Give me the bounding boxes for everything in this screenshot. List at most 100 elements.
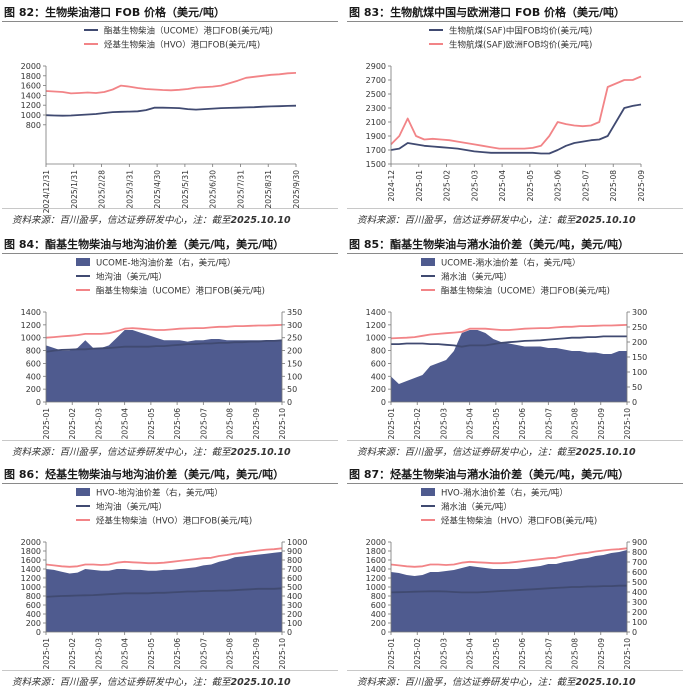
x-tick-label: 2025-03 bbox=[470, 170, 479, 202]
x-tick-label: 2025-06 bbox=[554, 170, 563, 202]
y-tick-label: 1200 bbox=[366, 321, 386, 330]
y2-tick-label: 100 bbox=[632, 368, 647, 377]
x-tick-label: 2025-04 bbox=[121, 408, 130, 440]
y-tick-label: 0 bbox=[36, 398, 41, 407]
figure-82-title: 图 82：生物柴油港口 FOB 价格（美元/吨） bbox=[4, 6, 226, 19]
y2-tick-label: 700 bbox=[632, 558, 647, 567]
y2-tick-label: 250 bbox=[287, 334, 302, 343]
y-tick-label: 0 bbox=[36, 628, 41, 637]
y-tick-label: 1600 bbox=[21, 82, 41, 91]
figure-83-panel: 图 83：生物航煤中国与欧洲港口 FOB 价格（美元/吨） 生物航煤(SAF)中… bbox=[345, 0, 685, 230]
y-tick-label: 2500 bbox=[366, 90, 386, 99]
y-tick-label: 1400 bbox=[21, 308, 41, 317]
title-divider bbox=[347, 253, 683, 254]
y2-tick-label: 800 bbox=[287, 556, 302, 565]
y-tick-label: 1800 bbox=[366, 547, 386, 556]
legend-label: 酯基生物柴油（UCOME）港口FOB(美元/吨) bbox=[104, 26, 273, 37]
y-tick-label: 1000 bbox=[366, 583, 386, 592]
legend-label: UCOME-潲水油价差（右，美元/吨） bbox=[441, 258, 580, 269]
y2-tick-label: 200 bbox=[632, 608, 647, 617]
y2-tick-label: 600 bbox=[287, 574, 302, 583]
x-tick-label: 2025/5/31 bbox=[181, 170, 190, 209]
y-tick-label: 200 bbox=[26, 619, 41, 628]
legend-label: 酯基生物柴油（UCOME）港口FOB(美元/吨) bbox=[441, 286, 610, 297]
legend-swatch bbox=[421, 258, 435, 266]
x-tick-label: 2025-10 bbox=[623, 638, 632, 670]
y-tick-label: 200 bbox=[371, 619, 386, 628]
y2-tick-label: 200 bbox=[287, 347, 302, 356]
y2-tick-label: 200 bbox=[632, 338, 647, 347]
x-tick-label: 2025-09 bbox=[637, 170, 646, 202]
y-tick-label: 2300 bbox=[366, 104, 386, 113]
legend-label: 烃基生物柴油（HVO）港口FOB(美元/吨) bbox=[104, 40, 260, 51]
x-tick-label: 2025-05 bbox=[526, 170, 535, 202]
x-tick-label: 2025-05 bbox=[492, 408, 501, 440]
series-line bbox=[391, 335, 627, 348]
y-tick-label: 200 bbox=[371, 385, 386, 394]
source-text: 资料来源：百川盈孚，信达证券研发中心，注：截至 bbox=[357, 215, 576, 226]
x-tick-label: 2025-01 bbox=[387, 408, 396, 440]
source-text: 资料来源：百川盈孚，信达证券研发中心，注：截至 bbox=[357, 447, 576, 458]
y-tick-label: 1200 bbox=[21, 574, 41, 583]
legend-label: 地沟油（美元/吨） bbox=[96, 502, 167, 513]
x-tick-label: 2025/4/30 bbox=[153, 170, 162, 209]
x-tick-label: 2025-03 bbox=[439, 638, 448, 670]
figure-85-source: 资料来源：百川盈孚，信达证券研发中心，注：截至2025.10.10 bbox=[357, 444, 636, 458]
x-tick-label: 2025/2/28 bbox=[98, 170, 107, 209]
y-tick-label: 1600 bbox=[21, 556, 41, 565]
x-tick-label: 2025-02 bbox=[68, 408, 77, 440]
y2-tick-label: 600 bbox=[632, 568, 647, 577]
x-tick-label: 2025-01 bbox=[387, 638, 396, 670]
y-tick-label: 200 bbox=[26, 385, 41, 394]
x-tick-label: 2025-07 bbox=[199, 408, 208, 440]
y-tick-label: 1500 bbox=[366, 160, 386, 169]
legend-label: 生物航煤(SAF)欧洲FOB均价(美元/吨) bbox=[449, 40, 592, 51]
x-tick-label: 2025-04 bbox=[466, 408, 475, 440]
series-line bbox=[390, 75, 642, 150]
legend-label: 潲水油（美元/吨） bbox=[441, 502, 512, 513]
series-line bbox=[390, 547, 628, 568]
x-tick-label: 2025-10 bbox=[278, 408, 287, 440]
title-divider bbox=[347, 21, 683, 22]
x-tick-label: 2025-10 bbox=[278, 638, 287, 670]
x-tick-label: 2025-03 bbox=[94, 638, 103, 670]
legend-label: 潲水油（美元/吨） bbox=[441, 272, 512, 283]
x-tick-label: 2025-02 bbox=[413, 638, 422, 670]
figure-86-title: 图 86：烃基生物柴油与地沟油价差（美元/吨，美元/吨） bbox=[4, 468, 285, 481]
y2-tick-label: 0 bbox=[632, 398, 637, 407]
y-tick-label: 800 bbox=[371, 592, 386, 601]
legend-label: HVO-地沟油价差（右，美元/吨） bbox=[96, 488, 223, 499]
figure-84-chart: UCOME-地沟油价差（右，美元/吨） 地沟油（美元/吨） 酯基生物柴油（UCOME… bbox=[21, 258, 303, 440]
x-tick-label: 2025-06 bbox=[518, 638, 527, 670]
y-tick-label: 800 bbox=[371, 347, 386, 356]
y-tick-label: 600 bbox=[371, 359, 386, 368]
figure-83-chart: 生物航煤(SAF)中国FOB均价(美元/吨) 生物航煤(SAF)欧洲FOB均价(美… bbox=[366, 26, 646, 202]
figure-82-source: 资料来源：百川盈孚，信达证券研发中心，注：截至2025.10.10 bbox=[12, 212, 291, 226]
y-tick-label: 1600 bbox=[366, 556, 386, 565]
y-tick-label: 600 bbox=[371, 601, 386, 610]
y2-tick-label: 500 bbox=[632, 578, 647, 587]
y2-tick-label: 50 bbox=[632, 383, 642, 392]
y-tick-label: 1000 bbox=[21, 111, 41, 120]
legend-label: UCOME-地沟油价差（右，美元/吨） bbox=[96, 258, 235, 269]
x-tick-label: 2025-09 bbox=[597, 638, 606, 670]
series-line bbox=[45, 104, 297, 117]
y-tick-label: 800 bbox=[26, 121, 41, 130]
figure-87-source: 资料来源：百川盈孚，信达证券研发中心，注：截至2025.10.10 bbox=[357, 674, 636, 688]
y-tick-label: 1400 bbox=[366, 565, 386, 574]
x-tick-label: 2024-12 bbox=[387, 170, 396, 202]
figure-85-chart: UCOME-潲水油价差（右，美元/吨） 潲水油（美元/吨） 酯基生物柴油（UCOME… bbox=[366, 258, 648, 440]
y2-tick-label: 900 bbox=[632, 538, 647, 547]
x-tick-label: 2025/8/31 bbox=[264, 170, 273, 209]
y2-tick-label: 0 bbox=[287, 628, 292, 637]
y2-tick-label: 100 bbox=[287, 372, 302, 381]
y2-tick-label: 1000 bbox=[287, 538, 307, 547]
source-text: 资料来源：百川盈孚，信达证券研发中心，注：截至 bbox=[12, 447, 231, 458]
source-text: 资料来源：百川盈孚，信达证券研发中心，注：截至 bbox=[357, 677, 576, 688]
y-tick-label: 0 bbox=[381, 398, 386, 407]
figure-86-chart: HVO-地沟油价差（右，美元/吨） 地沟油（美元/吨） 烃基生物柴油（HVO）港口F… bbox=[21, 488, 308, 670]
legend-label: 烃基生物柴油（HVO）港口FOB(美元/吨) bbox=[96, 516, 252, 527]
title-divider bbox=[347, 483, 683, 484]
legend-swatch bbox=[421, 488, 435, 496]
y-tick-label: 400 bbox=[26, 610, 41, 619]
